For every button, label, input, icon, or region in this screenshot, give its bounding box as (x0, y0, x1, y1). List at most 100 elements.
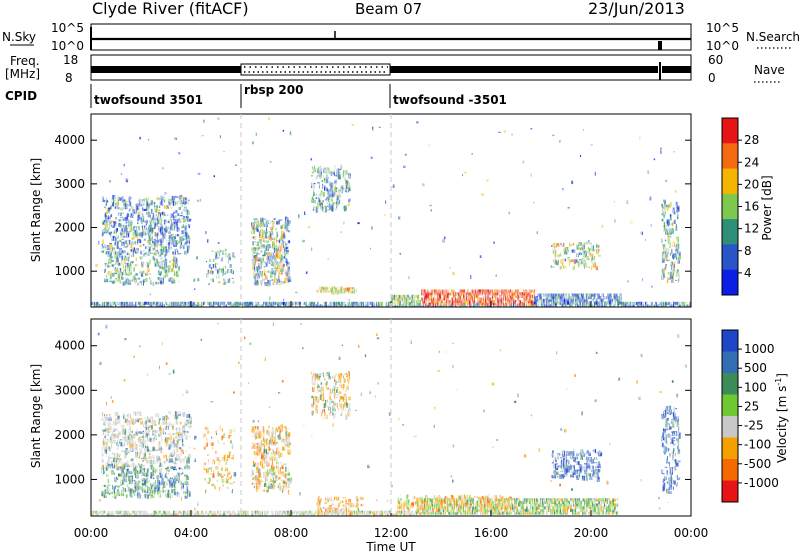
echo-cell (188, 493, 191, 497)
echo-cell (255, 304, 258, 307)
nsky-tick-top: 10^5 (51, 21, 84, 35)
echo-cell (385, 301, 388, 305)
echo-cell (453, 300, 456, 304)
velocity-echoes (91, 322, 691, 516)
echo-cell (583, 301, 586, 305)
echo-cell (259, 224, 264, 228)
echo-cell (149, 280, 152, 285)
echo-cell (556, 511, 559, 515)
echo-cell (237, 304, 240, 307)
echo-cell (607, 298, 610, 302)
echo-cell (467, 289, 470, 293)
echo-cell (637, 301, 640, 305)
echo-cell (598, 506, 601, 510)
echo-cell (157, 494, 161, 496)
echo-cell (144, 203, 146, 205)
echo-cell (545, 304, 548, 307)
echo-cell (556, 503, 559, 507)
echo-cell (473, 289, 476, 293)
echo-cell (460, 500, 463, 504)
echo-cell (284, 244, 287, 246)
echo-cell (606, 511, 609, 515)
echo-cell (187, 301, 190, 305)
echo-cell (131, 434, 133, 438)
echo-cell (119, 280, 122, 284)
echo-cell (150, 209, 153, 214)
echo-cell (281, 245, 283, 251)
echo-cell (487, 289, 490, 293)
echo-cell (407, 500, 410, 503)
echo-cell (271, 461, 274, 468)
echo-cell (319, 197, 321, 201)
echo-cell (515, 292, 518, 296)
echo-cell (260, 250, 263, 253)
echo-cell (111, 220, 115, 223)
echo-cell (324, 185, 326, 191)
echo-cell (425, 297, 428, 301)
echo-cell (129, 265, 132, 271)
cpid-segment-3: twofsound -3501 (393, 93, 507, 107)
echo-cell (189, 513, 192, 516)
echo-cell (97, 304, 100, 307)
echo-cell (565, 298, 568, 302)
echo-cell (222, 436, 226, 439)
echo-cell (143, 513, 146, 516)
echo-cell (118, 491, 120, 496)
echo-cell (133, 210, 136, 213)
echo-cell (588, 506, 591, 510)
echo-cell (221, 250, 225, 252)
echo-cell (443, 297, 446, 301)
echo-cell (420, 500, 423, 504)
echo-cell (438, 504, 443, 508)
echo-cell (429, 204, 432, 207)
echo-cell (479, 255, 482, 258)
echo-cell (350, 287, 355, 289)
echo-cell (137, 239, 142, 244)
echo-cell (254, 256, 258, 262)
echo-cell (561, 301, 564, 305)
echo-cell (131, 447, 135, 451)
echo-cell (269, 301, 272, 305)
echo-cell (269, 161, 273, 163)
echo-cell (225, 461, 227, 465)
echo-cell (441, 300, 444, 304)
echo-cell (173, 260, 176, 262)
echo-cell (451, 289, 454, 293)
echo-cell (584, 511, 587, 515)
echo-cell (452, 511, 455, 515)
echo-cell (223, 278, 226, 282)
echo-cell (131, 301, 134, 305)
echo-cell (643, 301, 646, 305)
echo-cell (176, 227, 179, 232)
echo-cell (663, 228, 667, 233)
echo-cell (126, 213, 129, 218)
echo-cell (443, 294, 446, 298)
echo-cell (342, 187, 345, 191)
echo-cell (607, 296, 610, 300)
echo-cell (285, 428, 288, 434)
power-echoes (91, 117, 691, 307)
echo-cell (536, 503, 539, 507)
echo-cell (538, 500, 541, 504)
echo-cell (369, 301, 372, 305)
echo-cell (184, 481, 187, 484)
echo-cell (119, 230, 122, 236)
echo-cell (173, 211, 176, 214)
velocity-band (416, 498, 619, 515)
echo-cell (166, 466, 169, 469)
echo-cell (416, 121, 419, 124)
echo-cell (571, 296, 574, 300)
echo-cell (272, 458, 274, 461)
echo-cell (216, 480, 219, 482)
echo-cell (113, 457, 117, 462)
echo-cell (401, 506, 405, 511)
echo-cell (675, 274, 678, 277)
echo-cell (287, 304, 290, 307)
echo-cell (273, 301, 276, 305)
echo-cell (352, 288, 357, 292)
echo-cell (369, 513, 372, 516)
echo-cell (175, 234, 180, 237)
echo-cell (295, 513, 298, 516)
echo-cell (206, 468, 209, 474)
echo-cell (555, 301, 558, 305)
